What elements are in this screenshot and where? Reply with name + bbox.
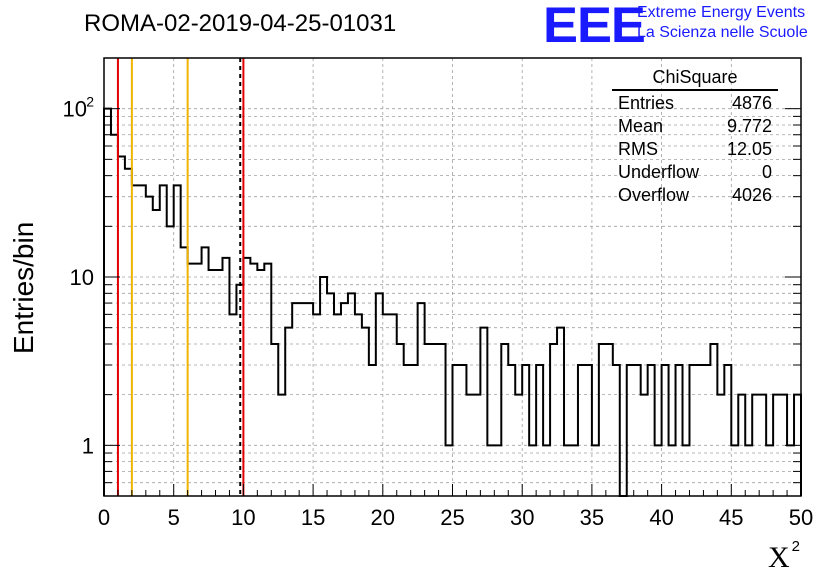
x-tick-label: 0 xyxy=(98,505,110,530)
stats-value: 4876 xyxy=(731,93,772,113)
stats-label: Mean xyxy=(618,116,664,136)
histogram-line xyxy=(103,107,802,497)
y-axis-label: Entries/bin xyxy=(8,221,39,354)
y-tick-label-superscript: 2 xyxy=(86,94,94,110)
x-tick-label: 25 xyxy=(440,505,464,530)
chart-title: ROMA-02-2019-04-25-01031 xyxy=(84,10,397,37)
stats-label: Entries xyxy=(618,93,675,113)
x-tick-label: 40 xyxy=(649,505,673,530)
stats-box: ChiSquare Entries 4876 Mean 9.772 RMS 12.05… xyxy=(612,66,778,207)
stats-row-overflow: Overflow 4026 xyxy=(612,184,778,207)
y-tick-label: 10 xyxy=(70,265,94,290)
y-tick-label: 10 xyxy=(63,97,87,122)
stats-row-mean: Mean 9.772 xyxy=(612,115,778,138)
x-tick-label: 15 xyxy=(301,505,325,530)
x-tick-label: 20 xyxy=(371,505,395,530)
x-tick-label: 30 xyxy=(510,505,534,530)
x-axis-label-main: X xyxy=(768,541,790,574)
x-tick-label: 10 xyxy=(231,505,255,530)
axis-ticks xyxy=(103,108,802,496)
stats-row-entries: Entries 4876 xyxy=(612,92,778,115)
x-axis-label-superscript: 2 xyxy=(791,538,801,555)
y-axis-label-wrapper: Entries/bin xyxy=(8,182,39,354)
y-tick-label: 1 xyxy=(82,433,94,458)
logo-subtitle-line1: Extreme Energy Events xyxy=(637,4,806,21)
stats-value: 0 xyxy=(761,162,772,182)
stats-value: 9.772 xyxy=(726,116,772,136)
stats-row-rms: RMS 12.05 xyxy=(612,138,778,161)
stats-value: 4026 xyxy=(731,185,772,205)
histogram-series xyxy=(103,107,802,497)
eee-logo: EEE xyxy=(543,0,646,53)
x-tick-label: 50 xyxy=(789,505,813,530)
x-tick-label: 5 xyxy=(168,505,180,530)
logo-subtitle-line2: La Scienza nelle Scuole xyxy=(637,24,808,41)
x-tick-label: 35 xyxy=(580,505,604,530)
x-tick-label: 45 xyxy=(719,505,743,530)
stats-title: ChiSquare xyxy=(612,66,778,91)
stats-value: 12.05 xyxy=(726,139,772,159)
stats-label: Underflow xyxy=(618,162,700,182)
stats-label: Overflow xyxy=(618,185,690,205)
stats-label: RMS xyxy=(618,139,658,159)
grid-lines xyxy=(104,58,801,496)
stats-row-underflow: Underflow 0 xyxy=(612,161,778,184)
